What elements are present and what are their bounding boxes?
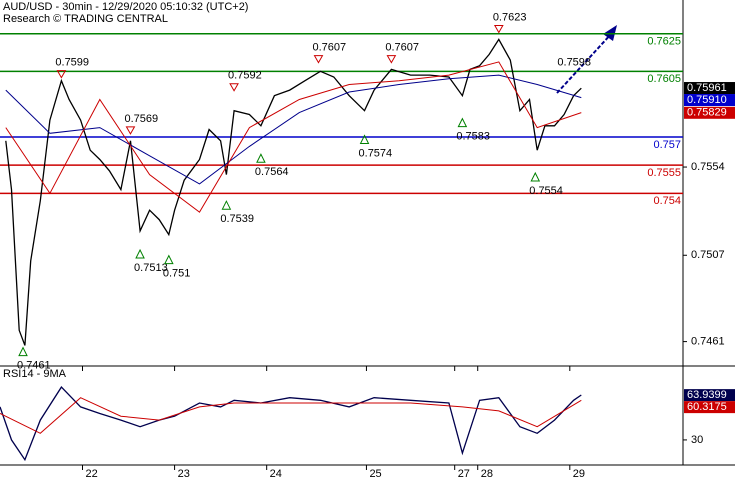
- high-label: 0.7607: [385, 41, 419, 53]
- level-label: 0.757: [653, 139, 681, 151]
- high-label: 0.7592: [228, 70, 262, 82]
- last-value-box: [684, 389, 735, 402]
- y-tick-label: 0.7507: [691, 249, 725, 261]
- low-label: 0.7554: [529, 185, 563, 197]
- price-label: 0.7598: [557, 56, 591, 68]
- high-label: 0.7569: [124, 113, 158, 125]
- x-tick-label: 24: [270, 468, 282, 480]
- low-label: 0.7513: [134, 262, 168, 274]
- low-label: 0.7583: [456, 131, 490, 143]
- low-marker: [135, 248, 145, 259]
- x-tick-label: 22: [85, 468, 97, 480]
- last-value-box: [684, 94, 735, 107]
- x-tick-label: 28: [481, 468, 493, 480]
- last-value-label: 63.9399: [687, 389, 727, 401]
- series-line: [5, 61, 582, 213]
- last-value-box: [684, 82, 735, 95]
- last-value-label: 0.75829: [687, 107, 727, 119]
- low-marker: [457, 117, 468, 128]
- high-label: 0.7607: [312, 41, 346, 53]
- last-value-label: 0.75910: [687, 94, 727, 106]
- y-tick-label: 0.7554: [691, 161, 725, 173]
- low-marker: [18, 346, 28, 357]
- low-marker: [359, 134, 370, 145]
- x-tick-label: 27: [458, 468, 470, 480]
- low-marker: [221, 200, 232, 210]
- last-value-box: [684, 106, 735, 119]
- x-tick-label: 25: [369, 468, 381, 480]
- low-marker: [256, 153, 266, 163]
- low-label: 0.7574: [359, 147, 393, 159]
- series-line: [5, 74, 582, 185]
- projection-arrow: [556, 32, 613, 94]
- chart-title: AUD/USD - 30min - 12/29/2020 05:10:32 (U…: [3, 1, 248, 13]
- level-label: 0.7555: [647, 167, 681, 179]
- series-line: [5, 38, 582, 346]
- low-marker: [164, 254, 174, 265]
- low-label: 0.7564: [255, 166, 289, 178]
- high-marker: [493, 25, 504, 34]
- high-marker: [386, 55, 397, 64]
- last-value-label: 0.75961: [687, 82, 727, 94]
- high-marker: [56, 70, 67, 79]
- last-value-label: 60.3175: [687, 401, 727, 413]
- low-marker: [530, 171, 541, 182]
- chart-subtitle: Research © TRADING CENTRAL: [3, 13, 168, 25]
- level-label: 0.7605: [647, 73, 681, 85]
- y-tick-label: 30: [691, 434, 703, 446]
- high-marker: [229, 83, 239, 92]
- arrow-head: [603, 25, 617, 41]
- low-label: 0.751: [163, 268, 191, 280]
- low-label: 0.7461: [17, 360, 51, 372]
- y-tick-label: 0.7461: [691, 336, 725, 348]
- level-label: 0.7625: [647, 36, 681, 48]
- series-line: [0, 397, 582, 434]
- low-label: 0.7539: [220, 213, 254, 225]
- last-value-box: [684, 401, 735, 414]
- level-label: 0.754: [653, 195, 681, 207]
- high-marker: [313, 55, 324, 64]
- x-tick-label: 29: [573, 468, 585, 480]
- high-label: 0.7623: [493, 11, 527, 23]
- high-marker: [125, 126, 136, 135]
- x-tick-label: 23: [178, 468, 190, 480]
- high-label: 0.7599: [55, 56, 89, 68]
- rsi-title: RSI14 - 9MA: [3, 368, 67, 380]
